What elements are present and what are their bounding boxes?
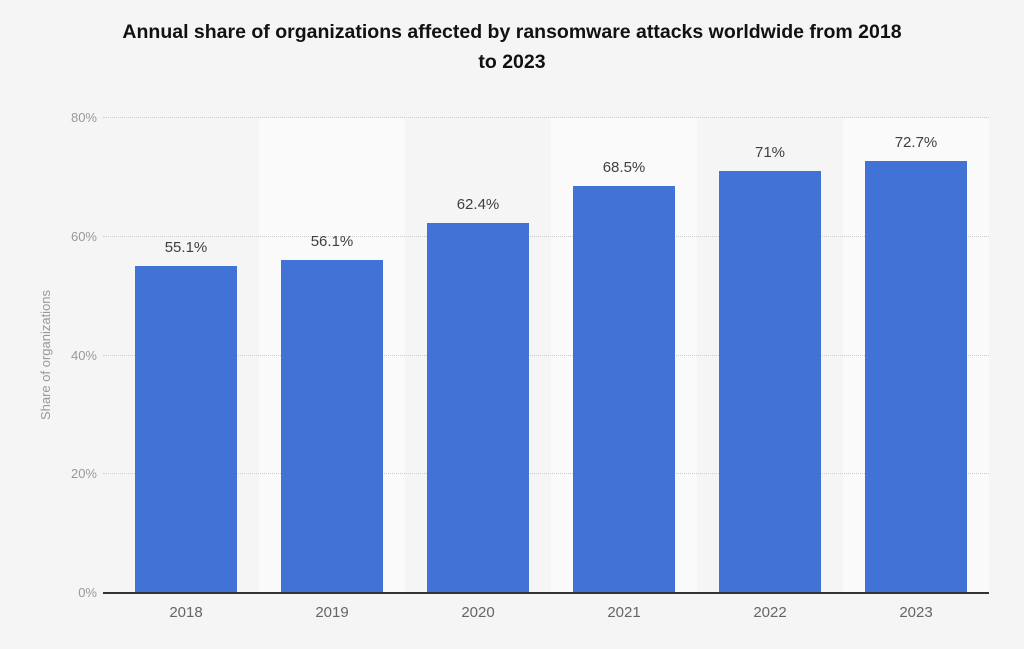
y-tick-label: 40% — [70, 347, 97, 363]
x-axis-line — [103, 592, 989, 594]
y-tick-label: 0% — [78, 585, 97, 600]
gridline-40% — [103, 354, 989, 356]
chart-title-line1: Annual share of organizations affected b… — [122, 21, 902, 43]
bar-2023[interactable] — [865, 161, 967, 593]
x-tick-label: 2020 — [461, 604, 495, 621]
gridline-80% — [103, 117, 989, 118]
x-tick-label: 2021 — [607, 604, 641, 621]
x-tick-label: 2023 — [899, 604, 933, 621]
chart-title: Annual share of organizations affected b… — [0, 17, 1024, 77]
bar-2019[interactable] — [281, 259, 383, 593]
bar-2021[interactable] — [573, 186, 675, 593]
gridline-60% — [103, 235, 989, 237]
bar-2020[interactable] — [427, 222, 529, 593]
y-tick-label: 80% — [70, 110, 97, 125]
bar-value-label: 62.4% — [456, 195, 500, 213]
bar-value-label: 56.1% — [310, 232, 354, 250]
bar-2018[interactable] — [135, 265, 237, 593]
x-tick-label: 2018 — [169, 604, 203, 621]
y-tick-label: 60% — [70, 228, 97, 244]
bar-value-label: 72.7% — [894, 134, 938, 152]
y-tick-label: 20% — [70, 466, 97, 482]
chart-title-line2: to 2023 — [478, 51, 546, 73]
bar-value-label: 55.1% — [164, 238, 208, 256]
x-tick-label: 2022 — [753, 604, 787, 621]
gridline-20% — [103, 473, 989, 475]
x-tick-label: 2019 — [315, 604, 349, 621]
bar-value-label: 68.5% — [602, 159, 646, 177]
bar-value-label: 71% — [754, 144, 786, 162]
bar-2022[interactable] — [719, 171, 821, 593]
